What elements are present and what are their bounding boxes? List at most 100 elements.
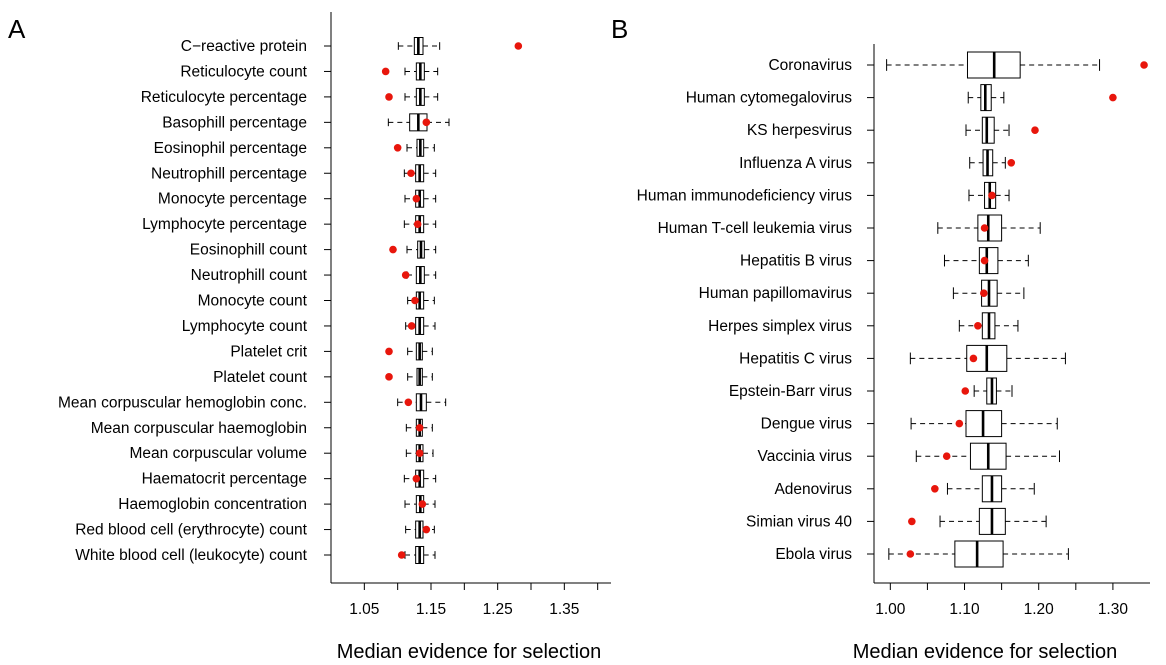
box-row: Haematocrit percentage [142,469,437,488]
box-row: KS herpesvirus [747,116,1039,144]
box-row: Lymphocyte percentage [142,215,437,234]
data-point [385,373,393,381]
box-row: Human T-cell leukemia virus [658,214,1041,242]
x-tick-label: 1.10 [949,601,980,618]
box-row: C−reactive protein [181,37,523,55]
data-point [397,551,406,559]
category-label: Epstein-Barr virus [729,383,852,400]
category-label: Red blood cell (erythrocyte) count [75,522,307,539]
data-point [1007,159,1016,167]
category-label: Mean corpuscular volume [130,445,307,462]
data-point [422,118,431,127]
box-row: Mean corpuscular volume [130,444,434,463]
box-row: Herpes simplex virus [708,312,1019,340]
box-row: Human cytomegalovirus [686,84,1117,112]
box-row: Coronavirus [768,51,1148,79]
x-tick-label: 1.30 [1098,601,1129,618]
data-point [412,474,421,483]
category-label: Dengue virus [761,416,853,433]
data-point [393,144,402,152]
data-point [407,169,415,178]
box [978,247,999,275]
category-label: Vaccinia virus [758,448,853,465]
data-point [418,500,427,508]
data-point [415,449,424,458]
data-point [413,220,422,228]
category-label: Herpes simplex virus [708,318,852,335]
data-point [969,354,978,363]
box-row: Haemoglobin concentration [118,495,436,514]
category-label: Human cytomegalovirus [686,90,853,107]
x-tick-label: 1.35 [549,601,579,618]
box-row: Reticulocyte percentage [141,87,439,106]
box-row: Hepatitis C virus [739,344,1066,372]
box-row: Simian virus 40 [746,507,1047,535]
data-point [404,398,413,407]
box [981,116,995,144]
category-label: Coronavirus [768,57,852,74]
data-point [974,322,982,330]
x-tick-label: 1.15 [416,601,446,618]
data-point [1109,93,1117,102]
data-point [407,322,416,330]
box-row: Monocyte count [198,291,435,310]
category-label: Reticulocyte percentage [141,89,307,106]
box-row: Dengue virus [761,410,1058,438]
data-point [988,191,996,200]
category-label: Simian virus 40 [746,513,852,530]
data-point [389,245,397,254]
category-label: Human papillomavirus [699,285,853,302]
box-row: Vaccinia virus [758,442,1060,470]
x-tick-label: 1.00 [875,601,906,618]
data-point [931,485,939,493]
x-axis-label: Median evidence for selection [853,641,1118,663]
category-label: Ebola virus [775,546,852,563]
data-point [908,517,916,526]
category-label: Eosinophil percentage [154,140,307,157]
x-tick-label: 1.05 [349,601,379,618]
category-label: Reticulocyte count [180,63,307,80]
box-row: Platelet count [213,367,433,386]
category-label: Hepatitis B virus [740,253,852,270]
box-row: Human immunodeficiency virus [637,181,1010,209]
data-point [942,452,951,461]
x-tick-label: 1.25 [483,601,513,618]
category-label: White blood cell (leukocyte) count [75,547,307,564]
data-point [1031,126,1039,134]
box-row: Eosinophil percentage [154,138,435,157]
panel-label: B [611,14,628,44]
data-point [1140,61,1148,69]
category-label: Lymphocyte count [182,318,308,335]
category-label: Adenovirus [774,481,852,498]
panel-b: B 1.00 1.10 1.20 1.30 Median evidence for sel… [611,14,1150,663]
box [977,214,1003,242]
box-row: Reticulocyte count [180,62,439,81]
category-label: Neutrophill percentage [151,165,307,182]
data-point [385,347,393,356]
box-row: Red blood cell (erythrocyte) count [75,520,435,539]
box-row: Mean corpuscular hemoglobin conc. [58,393,447,412]
category-label: Neutrophill count [191,267,308,284]
box-row: Basophill percentage [162,113,450,131]
category-label: Mean corpuscular hemoglobin conc. [58,394,307,411]
box-row: Influenza A virus [739,149,1016,177]
box-row: Mean corpuscular haemoglobin [91,418,433,437]
category-label: Mean corpuscular haemoglobin [91,420,307,437]
box-row: Hepatitis B virus [740,247,1029,275]
data-point [906,550,915,558]
box-row: Adenovirus [774,475,1035,503]
box-row: Eosinophill count [190,240,437,259]
x-tick-label: 1.20 [1024,601,1055,618]
category-label: C−reactive protein [181,38,307,55]
category-label: Haemoglobin concentration [118,496,307,513]
category-label: Monocyte percentage [158,191,307,208]
x-axis-label: Median evidence for selection [337,641,602,663]
panel-label: A [8,14,26,44]
category-label: Basophill percentage [162,114,307,131]
box-row: Neutrophill count [191,266,437,285]
category-label: Platelet crit [230,343,307,360]
data-point [514,42,523,50]
box-row: Lymphocyte count [182,316,436,335]
data-point [980,256,989,265]
